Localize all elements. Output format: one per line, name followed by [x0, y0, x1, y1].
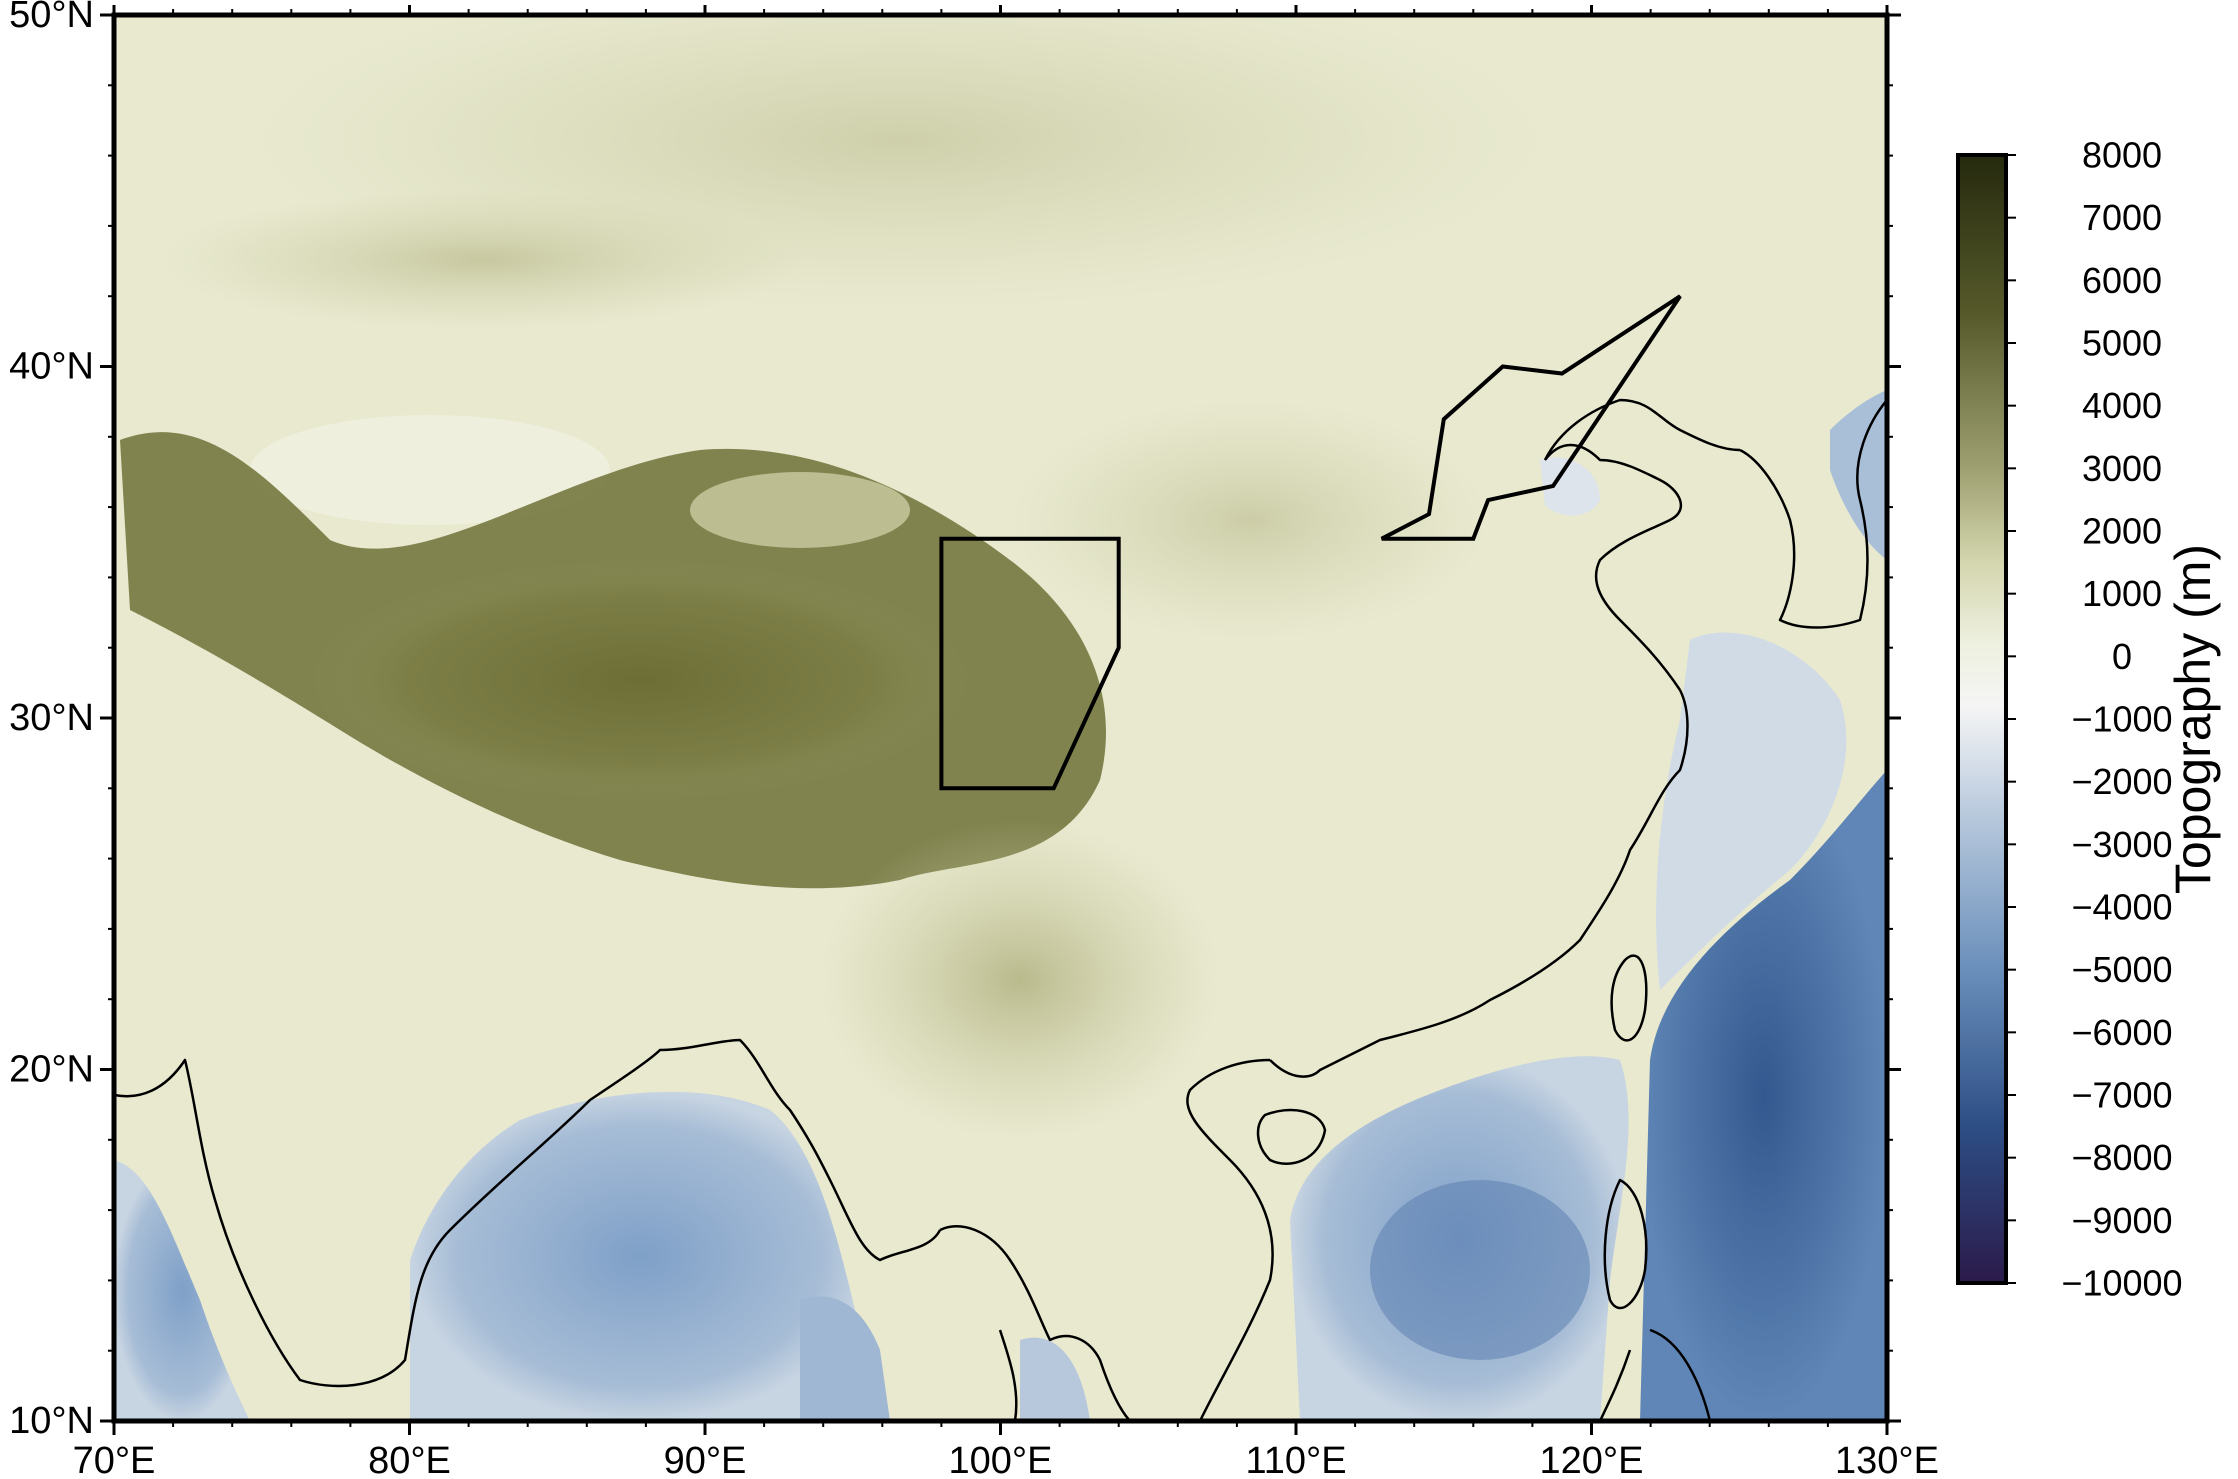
- topography-map: [114, 15, 1887, 1421]
- longitude-label: 120°E: [1540, 1440, 1644, 1479]
- colorbar-tick-label: 2000: [2082, 511, 2162, 552]
- colorbar-tick-label: −4000: [2071, 887, 2172, 928]
- colorbar-tick-label: 8000: [2082, 135, 2162, 176]
- tibet-core: [310, 560, 970, 800]
- arabian-sea: [114, 1160, 250, 1421]
- colorbar-tick-label: 6000: [2082, 260, 2162, 301]
- north-china-polygon-outline: [1380, 294, 1682, 541]
- colorbar-tick-label: 4000: [2082, 385, 2162, 426]
- longitude-label: 70°E: [73, 1440, 156, 1479]
- colorbar-tick-label: −2000: [2071, 761, 2172, 802]
- colorbar-tick-label: 1000: [2082, 573, 2162, 614]
- yunnan-plateau: [820, 820, 1220, 1140]
- tianshan-range: [160, 190, 800, 330]
- east-china-sea: [1656, 632, 1847, 990]
- colorbar: 8000 7000 6000 5000 4000 3000 2000 1000 0 −1000 −2…: [1956, 135, 2221, 1304]
- andaman-sea: [800, 1296, 890, 1421]
- latitude-label: 50°N: [9, 0, 94, 36]
- axis-ticks: 70°E 80°E 90°E 100°E 110°E 120°E 130°E 10°N 20°N…: [9, 0, 1939, 1479]
- latitude-label: 40°N: [9, 346, 94, 388]
- colorbar-tick-label: −3000: [2071, 824, 2172, 865]
- pacific-ocean: [1640, 770, 1887, 1421]
- colorbar-scale: [1956, 153, 2008, 1285]
- colorbar-tick-label: 0: [2112, 636, 2132, 677]
- sichuan-box-outline: [939, 536, 1121, 791]
- colorbar-labels: 8000 7000 6000 5000 4000 3000 2000 1000 0 −1000 −2…: [2006, 135, 2183, 1304]
- latitude-label: 10°N: [9, 1400, 94, 1442]
- bohai-sea: [1540, 457, 1600, 516]
- study-regions: [939, 294, 1682, 791]
- longitude-label: 80°E: [368, 1440, 451, 1479]
- qaidam-basin: [690, 472, 910, 548]
- longitude-label: 100°E: [949, 1440, 1053, 1479]
- colorbar-tick-label: −8000: [2071, 1137, 2172, 1178]
- bay-of-bengal: [410, 1091, 870, 1421]
- south-china-sea-basin: [1370, 1180, 1590, 1360]
- colorbar-tick-label: −5000: [2071, 949, 2172, 990]
- gulf-of-thailand: [1020, 1337, 1090, 1421]
- colorbar-tick-label: −1000: [2071, 699, 2172, 740]
- colorbar-tick-label: 3000: [2082, 448, 2162, 489]
- colorbar-title: Topography (m): [2165, 544, 2221, 894]
- latitude-label: 20°N: [9, 1049, 94, 1091]
- loess-plateau: [1010, 400, 1490, 640]
- colorbar-tick-label: 7000: [2082, 197, 2162, 238]
- tarim-basin: [250, 415, 610, 525]
- longitude-label: 130°E: [1835, 1440, 1939, 1479]
- latitude-label: 30°N: [9, 697, 94, 739]
- longitude-label: 110°E: [1245, 1440, 1346, 1479]
- colorbar-tick-label: 5000: [2082, 323, 2162, 364]
- colorbar-tick-label: −9000: [2071, 1200, 2172, 1241]
- coastlines: [114, 398, 1887, 1421]
- longitude-label: 90°E: [664, 1440, 747, 1479]
- colorbar-tick-label: −6000: [2071, 1012, 2172, 1053]
- colorbar-tick-label: −10000: [2061, 1263, 2182, 1304]
- colorbar-tick-label: −7000: [2071, 1075, 2172, 1116]
